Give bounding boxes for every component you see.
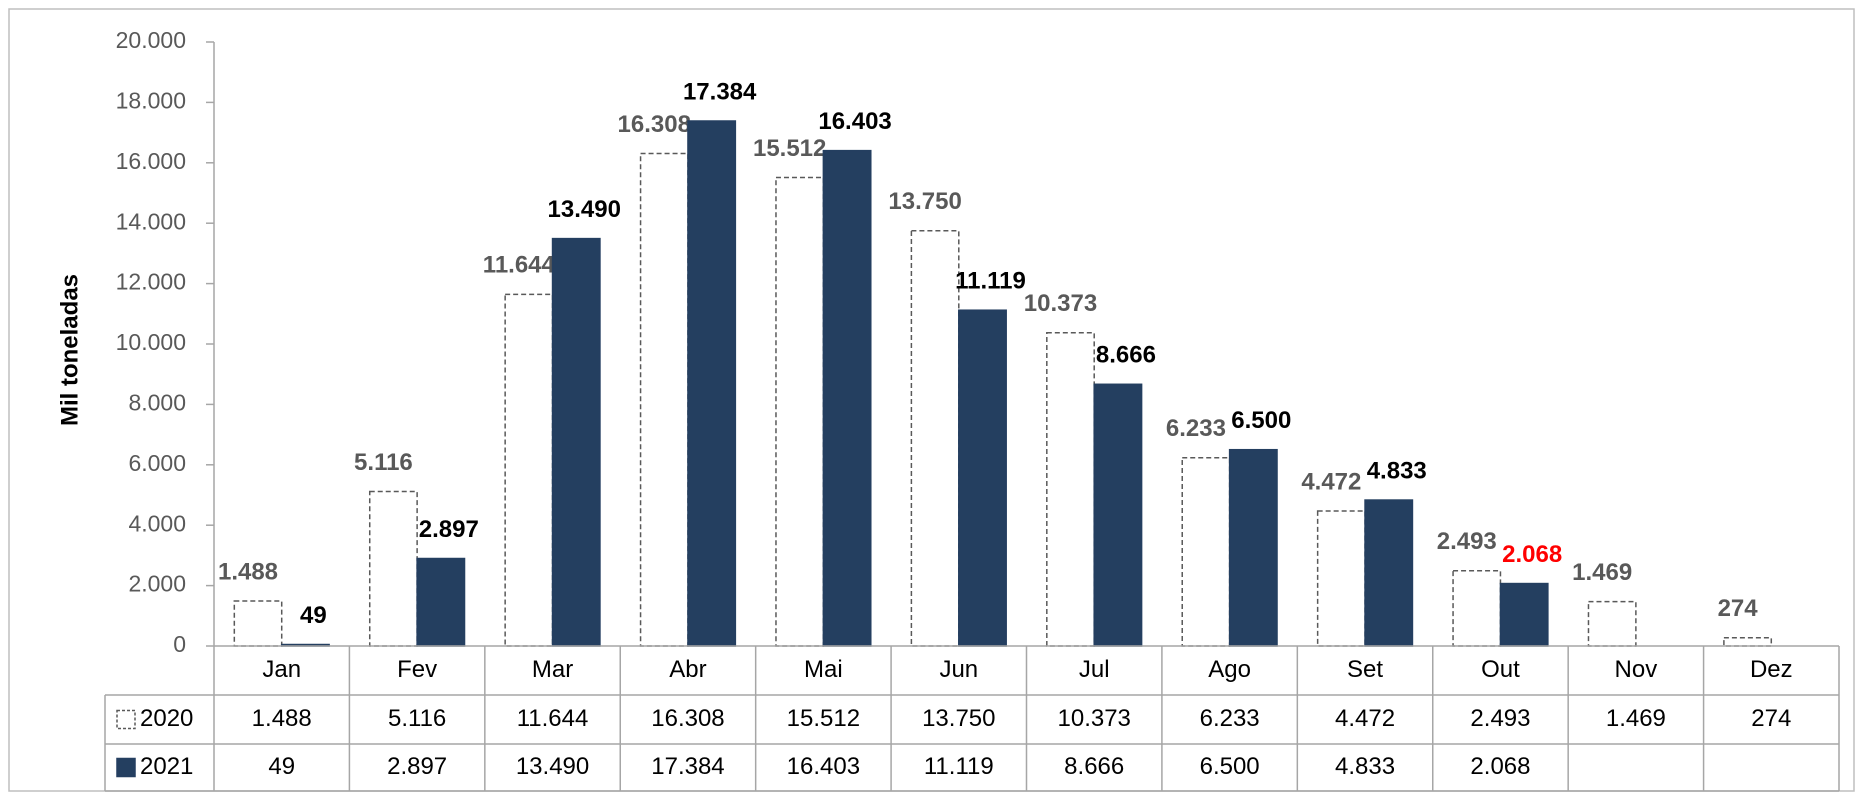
table-cell: 2.068 xyxy=(1470,753,1530,780)
table-cell: 13.750 xyxy=(922,705,995,732)
bar xyxy=(1587,600,1637,647)
table-cell: 5.116 xyxy=(388,705,446,732)
data-label: 2.493 xyxy=(1437,528,1497,555)
bar xyxy=(1093,383,1143,647)
data-label: 5.116 xyxy=(354,449,413,476)
y-tick-label: 6.000 xyxy=(128,450,186,476)
x-tick-label: Fev xyxy=(397,656,437,683)
table-cell: 6.233 xyxy=(1200,705,1260,732)
table-cell: 15.512 xyxy=(787,705,860,732)
y-tick-label: 4.000 xyxy=(128,510,186,536)
data-label: 6.233 xyxy=(1166,415,1226,442)
x-tick-label: Mar xyxy=(532,656,573,683)
y-tick-label: 8.000 xyxy=(128,389,186,415)
x-tick-label: Dez xyxy=(1750,656,1793,683)
y-axis-title: Mil toneladas xyxy=(56,274,83,426)
table-cell: 8.666 xyxy=(1064,753,1124,780)
bar xyxy=(1723,636,1773,647)
bar xyxy=(1046,331,1095,647)
table-cell: 1.469 xyxy=(1606,705,1666,732)
bar xyxy=(504,293,554,647)
table-cell: 10.373 xyxy=(1058,705,1131,732)
table-cell: 6.500 xyxy=(1200,753,1260,780)
table-cell: 1.488 xyxy=(252,705,312,732)
data-label: 11.119 xyxy=(955,268,1026,295)
table-cell: 4.472 xyxy=(1335,705,1395,732)
bar xyxy=(958,309,1007,647)
data-label: 17.384 xyxy=(683,78,757,105)
bar xyxy=(551,237,601,647)
data-label: 49 xyxy=(300,602,327,629)
x-tick-label: Jan xyxy=(262,656,301,683)
legend-label: 2021 xyxy=(140,753,193,780)
bar xyxy=(1452,569,1502,647)
data-label: 6.500 xyxy=(1231,407,1291,434)
data-label: 16.308 xyxy=(618,111,691,138)
table-cell: 49 xyxy=(268,753,295,780)
y-tick-label: 2.000 xyxy=(128,571,186,597)
y-tick-label: 0 xyxy=(173,631,186,657)
table-cell: 17.384 xyxy=(651,753,724,780)
table-cell: 11.644 xyxy=(517,705,589,732)
x-tick-label: Nov xyxy=(1615,656,1658,683)
data-label: 4.472 xyxy=(1301,468,1361,495)
x-tick-label: Mai xyxy=(804,656,843,683)
table-cell: 13.490 xyxy=(516,753,589,780)
x-tick-label: Jul xyxy=(1079,656,1110,683)
y-tick-label: 16.000 xyxy=(116,148,186,174)
bar xyxy=(416,557,466,647)
bar xyxy=(775,176,825,647)
data-label: 8.666 xyxy=(1096,342,1156,369)
bar xyxy=(1364,499,1414,647)
table-cell: 2.897 xyxy=(387,753,447,780)
legend-swatch xyxy=(116,709,136,730)
data-label: 1.469 xyxy=(1572,559,1632,586)
data-label: 2.068 xyxy=(1502,541,1562,568)
legend-swatch xyxy=(116,757,136,778)
data-label: 15.512 xyxy=(753,135,826,162)
data-label: 274 xyxy=(1718,595,1759,622)
data-label: 1.488 xyxy=(218,558,278,585)
bar xyxy=(1181,457,1231,647)
y-tick-label: 14.000 xyxy=(116,208,186,234)
legend-label: 2020 xyxy=(140,705,193,732)
bar xyxy=(233,600,283,647)
data-label: 13.750 xyxy=(888,188,961,215)
bar xyxy=(687,120,737,647)
y-tick-label: 18.000 xyxy=(116,87,186,113)
y-tick-label: 12.000 xyxy=(116,269,186,295)
bar xyxy=(910,230,960,647)
table-cell: 11.119 xyxy=(924,753,994,780)
y-tick-label: 20.000 xyxy=(116,27,186,53)
bar xyxy=(1228,448,1278,647)
bar xyxy=(368,490,418,647)
data-label: 4.833 xyxy=(1367,457,1427,484)
table-cell: 4.833 xyxy=(1335,753,1395,780)
table-cell: 274 xyxy=(1751,705,1791,732)
x-tick-label: Ago xyxy=(1208,656,1251,683)
x-tick-label: Abr xyxy=(669,656,706,683)
bar xyxy=(822,149,872,647)
x-tick-label: Jun xyxy=(939,656,978,683)
data-label: 11.644 xyxy=(483,252,556,279)
bar xyxy=(1499,582,1549,647)
data-label: 13.490 xyxy=(548,196,621,223)
x-tick-label: Out xyxy=(1481,656,1520,683)
bar xyxy=(639,152,689,647)
data-label: 2.897 xyxy=(419,516,479,543)
table-cell: 16.308 xyxy=(651,705,724,732)
table-cell: 2.493 xyxy=(1470,705,1530,732)
bar xyxy=(1316,510,1366,647)
y-tick-label: 10.000 xyxy=(116,329,186,355)
table-cell: 16.403 xyxy=(787,753,860,780)
data-label: 10.373 xyxy=(1024,290,1097,317)
data-label: 16.403 xyxy=(818,108,891,135)
x-tick-label: Set xyxy=(1347,656,1383,683)
